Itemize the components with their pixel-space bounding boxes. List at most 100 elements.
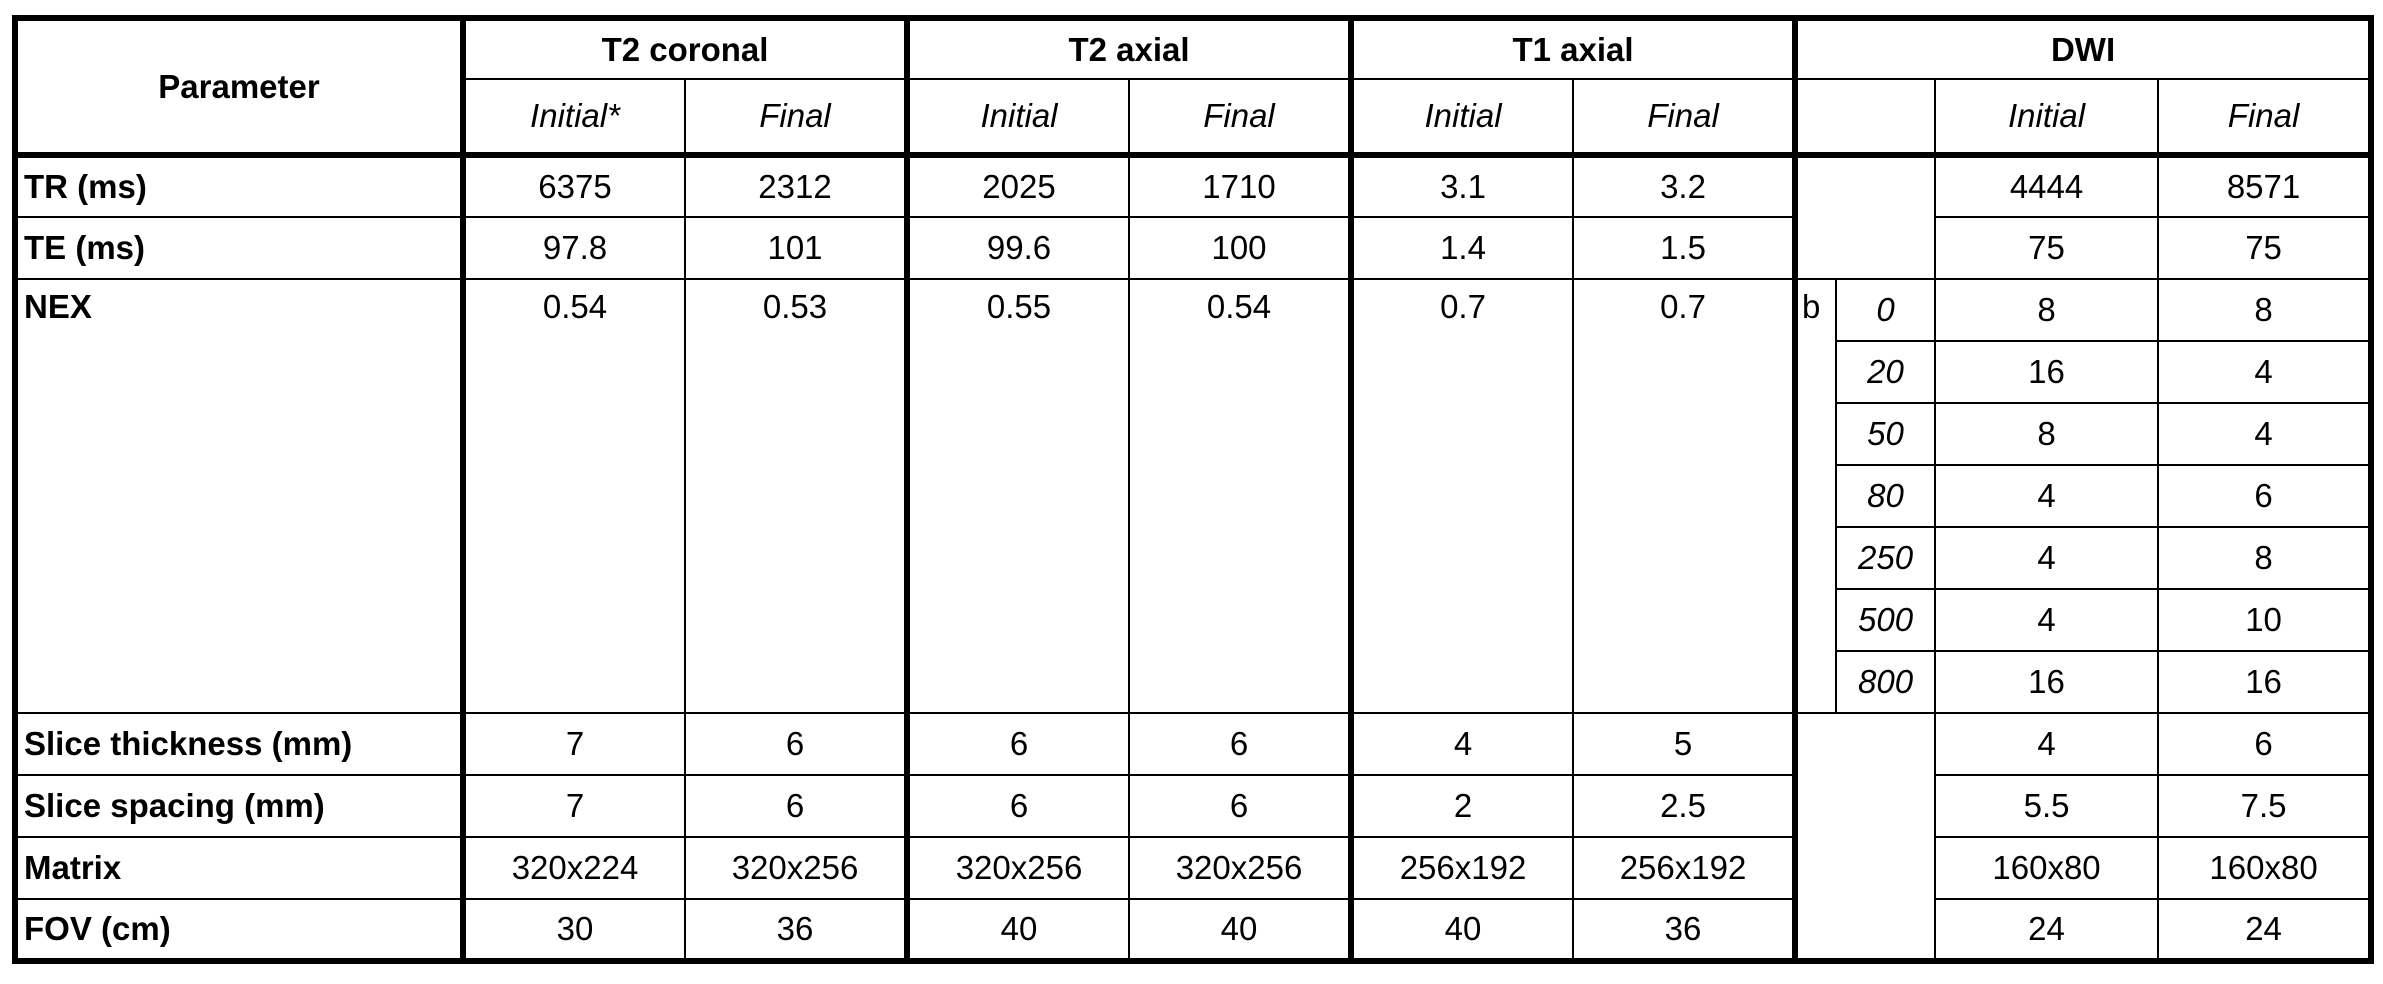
value-cell: 16 xyxy=(2157,650,2373,714)
value-cell: 7 xyxy=(460,712,686,776)
sub-header: Initial xyxy=(1934,78,2160,156)
value-cell: 7 xyxy=(460,774,686,838)
empty-cell xyxy=(1792,712,1937,962)
value-cell: 4 xyxy=(2157,402,2373,466)
value-cell: 16 xyxy=(1934,650,2160,714)
value-cell: 8571 xyxy=(2157,152,2373,218)
value-cell: 6 xyxy=(2157,464,2373,528)
value-cell: 99.6 xyxy=(904,216,1130,280)
value-cell: 97.8 xyxy=(460,216,686,280)
value-cell: 4444 xyxy=(1934,152,2160,218)
value-cell: 3.2 xyxy=(1572,152,1797,218)
value-cell: 2 xyxy=(1348,774,1575,838)
table-row: 20 16 4 xyxy=(15,340,2373,404)
value-cell: 320x256 xyxy=(1127,836,1353,900)
sub-header: Final xyxy=(2157,78,2373,156)
value-cell: 100 xyxy=(1127,216,1353,280)
row-label: FOV (cm) xyxy=(14,898,464,962)
value-cell: 5 xyxy=(1572,712,1797,776)
row-label: Slice spacing (mm) xyxy=(14,774,464,838)
value-cell: 5.5 xyxy=(1934,774,2160,838)
value-cell: 6 xyxy=(1127,712,1353,776)
table-body: Parameter T2 coronal T2 axial T1 axial DWI In… xyxy=(14,15,2373,962)
value-cell: 8 xyxy=(1934,278,2160,342)
value-cell: 2.5 xyxy=(1572,774,1797,838)
row-label: TE (ms) xyxy=(14,216,464,280)
sub-header: Final xyxy=(1572,78,1797,156)
value-cell: 6 xyxy=(904,774,1130,838)
value-cell: 1.4 xyxy=(1348,216,1575,280)
table-row: TR (ms) 6375 2312 2025 1710 3.1 3.2 4444 8571 xyxy=(14,152,2373,280)
value-cell: 7.5 xyxy=(2157,774,2373,838)
table-row: Slice thickness (mm) 7 6 6 6 4 5 4 6 xyxy=(14,712,2373,962)
row-label: NEX xyxy=(14,278,464,714)
value-cell: 101 xyxy=(684,216,908,280)
value-cell: 1.5 xyxy=(1572,216,1797,280)
table-row: Matrix 320x224 320x256 320x256 320x256 256x19… xyxy=(14,836,2373,900)
table-row: FOV (cm) 30 36 40 40 40 36 24 24 xyxy=(14,898,2373,962)
value-cell: 8 xyxy=(2157,526,2373,590)
value-cell: 4 xyxy=(1348,712,1575,776)
value-cell: 8 xyxy=(2157,278,2373,342)
b-value: 50 xyxy=(1835,402,1937,466)
group-header: T2 coronal xyxy=(460,17,908,80)
value-cell: 320x256 xyxy=(684,836,908,900)
table-row: Initial* Final Initial Final Initial Final Ini… xyxy=(15,78,2373,156)
value-cell: 6 xyxy=(1127,774,1353,838)
value-cell: 320x224 xyxy=(460,836,686,900)
value-cell: 0.7 xyxy=(1572,278,1797,714)
value-cell: 75 xyxy=(1934,216,2160,280)
table-row: 80 4 6 xyxy=(15,464,2373,528)
value-cell: 3.1 xyxy=(1348,152,1575,218)
table-row: 250 4 8 xyxy=(15,526,2373,590)
value-cell: 160x80 xyxy=(1934,836,2160,900)
value-cell: 36 xyxy=(684,898,908,962)
empty-cell xyxy=(1792,78,1937,156)
b-value: 800 xyxy=(1835,650,1937,714)
value-cell: 6 xyxy=(684,774,908,838)
row-label: TR (ms) xyxy=(14,152,464,218)
value-cell: 8 xyxy=(1934,402,2160,466)
value-cell: 2312 xyxy=(684,152,908,218)
value-cell: 6 xyxy=(684,712,908,776)
value-cell: 2025 xyxy=(904,152,1130,218)
sub-header: Final xyxy=(1127,78,1353,156)
value-cell: 6 xyxy=(2157,712,2373,776)
sub-header: Initial xyxy=(904,78,1130,156)
group-header: T1 axial xyxy=(1348,17,1797,80)
value-cell: 24 xyxy=(2157,898,2373,962)
empty-cell xyxy=(1792,152,1937,280)
value-cell: 4 xyxy=(2157,340,2373,404)
b-value: 250 xyxy=(1835,526,1937,590)
group-header: T2 axial xyxy=(903,17,1353,80)
row-label: Slice thickness (mm) xyxy=(14,712,464,776)
parameters-table: Parameter T2 coronal T2 axial T1 axial DWI In… xyxy=(12,15,2375,964)
table-row: Parameter T2 coronal T2 axial T1 axial DWI xyxy=(14,15,2373,156)
value-cell: 36 xyxy=(1572,898,1797,962)
sub-header: Final xyxy=(684,78,908,156)
table-row: TE (ms) 97.8 101 99.6 100 1.4 1.5 75 75 xyxy=(14,216,2373,280)
sub-header: Initial xyxy=(1348,78,1575,156)
value-cell: 1710 xyxy=(1127,152,1353,218)
value-cell: 0.54 xyxy=(1127,278,1353,714)
value-cell: 40 xyxy=(1127,898,1353,962)
value-cell: 6375 xyxy=(460,152,686,218)
sub-header: Initial* xyxy=(460,78,686,156)
parameter-header: Parameter xyxy=(14,15,464,156)
value-cell: 40 xyxy=(1348,898,1575,962)
value-cell: 4 xyxy=(1934,712,2160,776)
value-cell: 0.55 xyxy=(904,278,1130,714)
value-cell: 320x256 xyxy=(904,836,1130,900)
table-row: 50 8 4 xyxy=(15,402,2373,466)
value-cell: 4 xyxy=(1934,464,2160,528)
row-label: Matrix xyxy=(14,836,464,900)
value-cell: 4 xyxy=(1934,588,2160,652)
value-cell: 16 xyxy=(1934,340,2160,404)
value-cell: 0.54 xyxy=(460,278,686,714)
table-row: NEX 0.54 0.53 0.55 0.54 0.7 0.7 b 0 8 8 xyxy=(14,278,2373,714)
value-cell: 4 xyxy=(1934,526,2160,590)
b-value: 80 xyxy=(1835,464,1937,528)
table-row: 800 16 16 xyxy=(15,650,2373,714)
table-row: Slice spacing (mm) 7 6 6 6 2 2.5 5.5 7.5 xyxy=(14,774,2373,838)
